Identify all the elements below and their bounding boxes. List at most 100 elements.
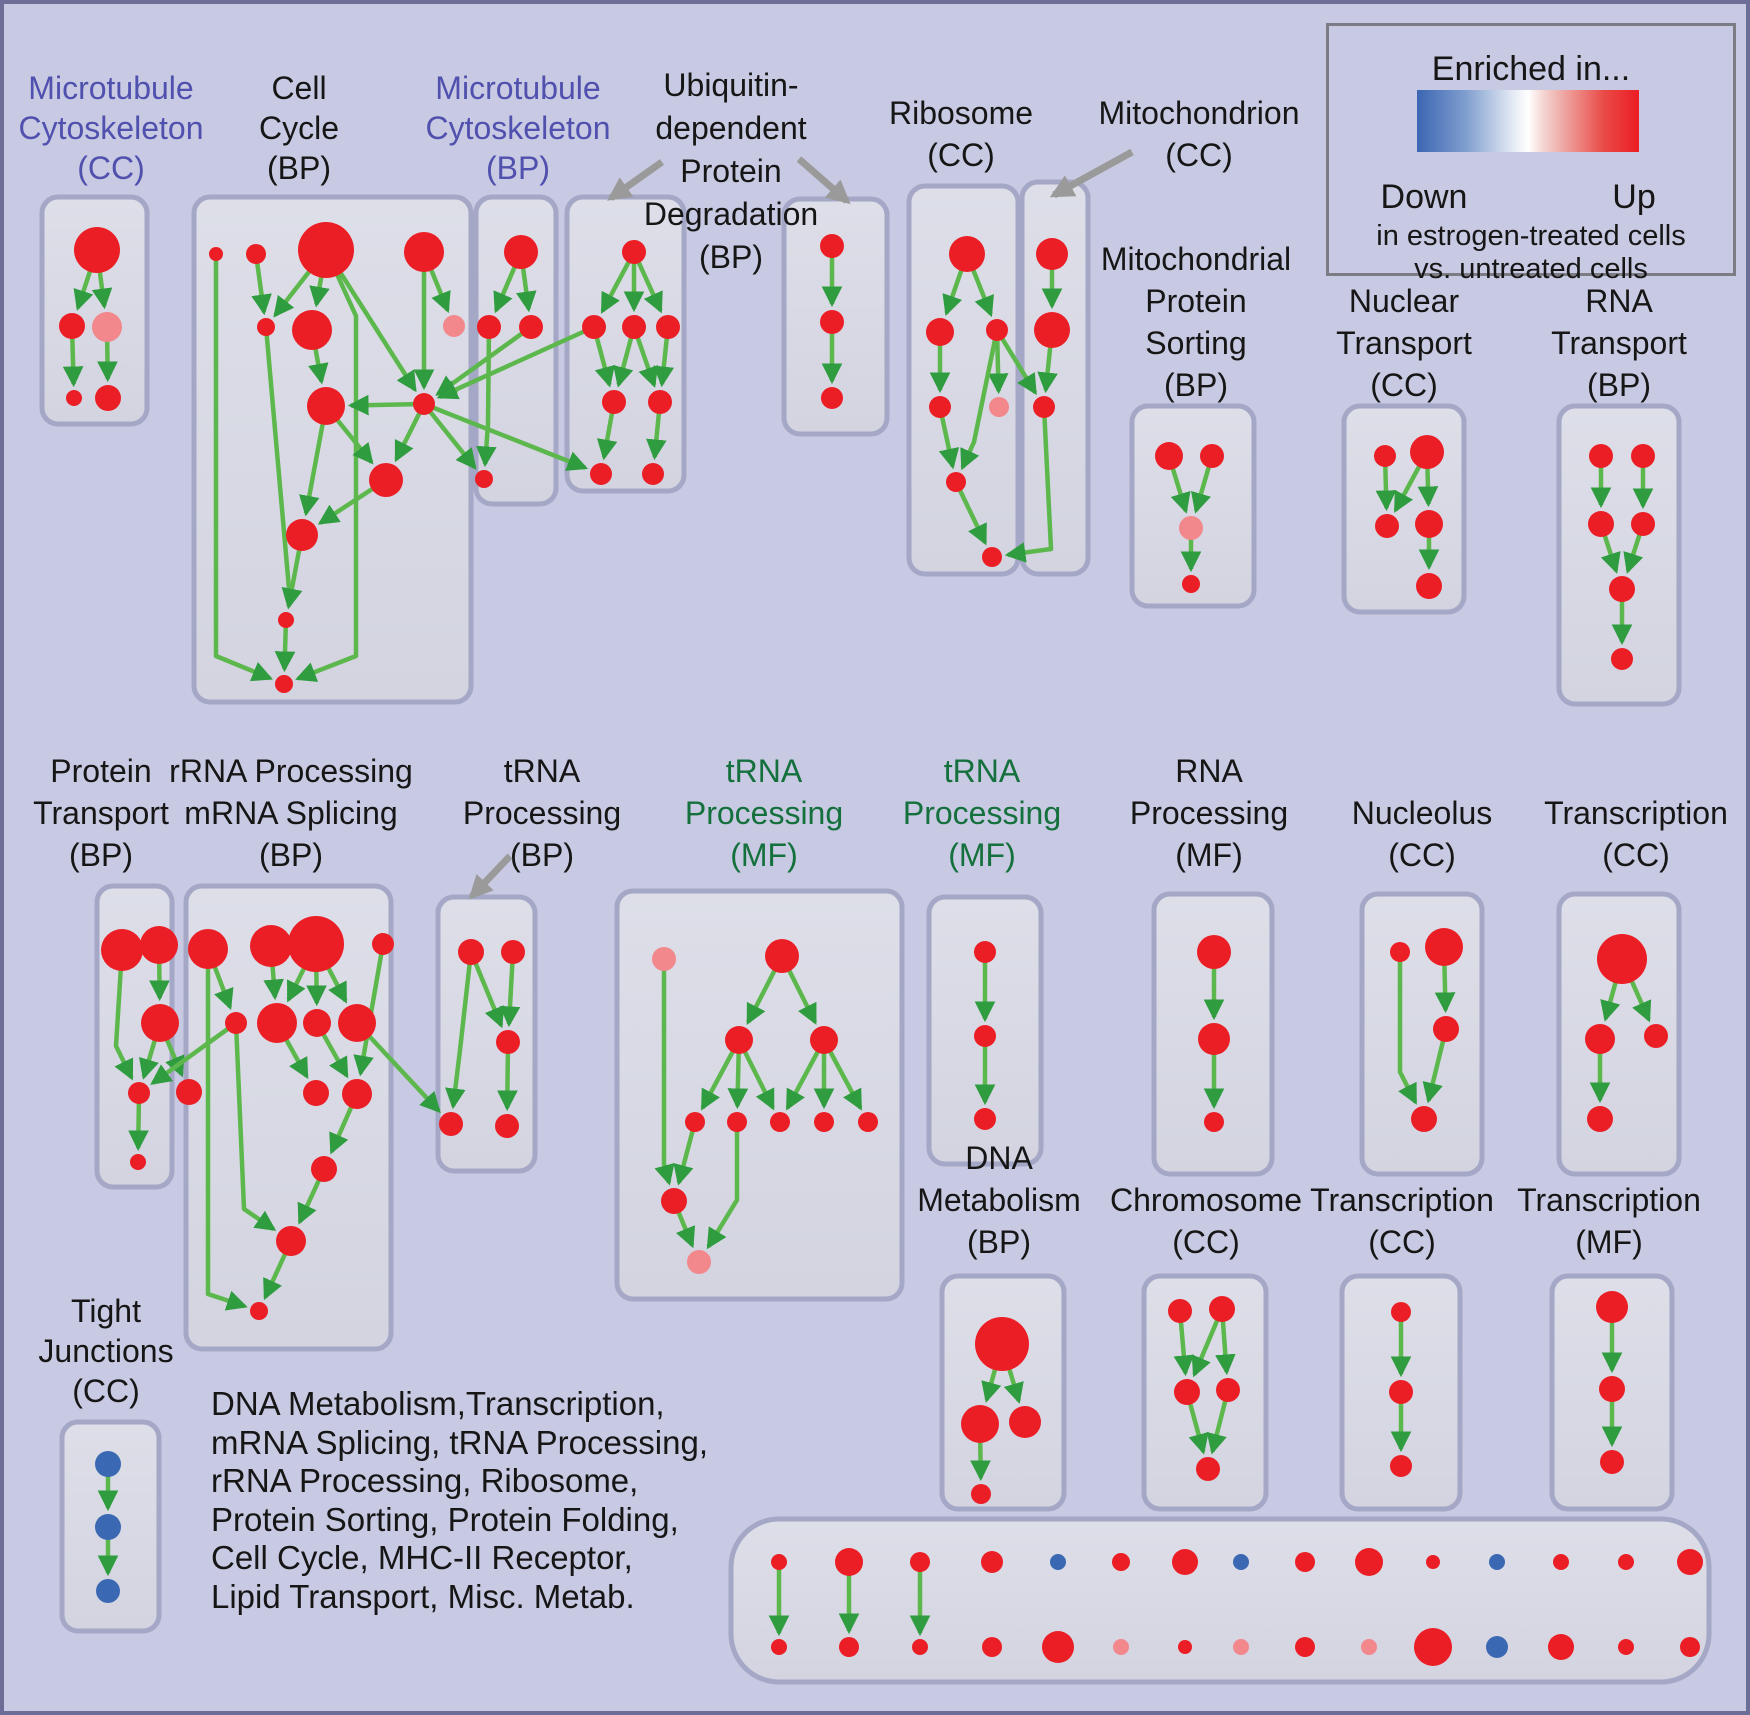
go-node-trna_mf_big-pkT <box>652 947 676 971</box>
go-node-cell_cycle-hub <box>413 393 435 415</box>
cluster-label-mt_cc: Microtubule Cytoskeleton (CC) <box>19 70 204 186</box>
go-node-nucleolus-ncL <box>1425 928 1463 966</box>
edge-trna_mf_big <box>654 959 675 1186</box>
edge-cell_cycle <box>295 249 359 682</box>
misc-text-line: Cell Cycle, MHC-II Receptor, <box>211 1539 633 1576</box>
go-node-trna_mf_small-k1 <box>974 941 996 963</box>
go-node-nuclear_transport-mr <box>1415 510 1443 538</box>
go-node-misc_strip-z2 <box>839 1637 859 1657</box>
go-node-protein_transport-pt1 <box>101 929 143 971</box>
cluster-label-trans_cc2: Transcription (CC) <box>1544 795 1728 873</box>
go-node-ub_left-u3 <box>622 315 646 339</box>
go-node-rrna-rrB <box>250 925 292 967</box>
legend-subtitle-2: vs. untreated cells <box>1414 253 1648 285</box>
cluster-label-rna_transport: RNA Transport (BP) <box>1551 283 1687 403</box>
go-node-dna_met-d3 <box>1009 1406 1041 1438</box>
edge-nucleolus <box>1397 952 1418 1105</box>
go-node-ribosome-r5 <box>989 397 1009 417</box>
go-node-rrna-rrK <box>176 1079 202 1105</box>
misc-category-text: DNA Metabolism,Transcription, mRNA Splic… <box>211 1385 708 1616</box>
legend-up-label: Up <box>1612 178 1656 216</box>
go-node-misc_strip-z12 <box>1486 1636 1508 1658</box>
go-node-misc_strip-a12 <box>1489 1554 1505 1570</box>
go-node-dna_met-d2 <box>961 1405 999 1443</box>
go-node-misc_strip-a9 <box>1295 1552 1315 1572</box>
cross-edge <box>150 1021 238 1085</box>
cluster-label-protein_transport: Protein Transport (BP) <box>33 753 169 873</box>
cluster-label-mps: Mitochondrial Protein Sorting (BP) <box>1101 241 1291 403</box>
cluster-label-rnap_mf: RNA Processing (MF) <box>1130 753 1288 873</box>
go-node-misc_strip-z4 <box>982 1637 1002 1657</box>
edge-trna_bp <box>499 951 521 1028</box>
go-node-ribosome-r7 <box>946 472 966 492</box>
cross-edge <box>422 402 477 470</box>
go-node-cell_cycle-bot <box>275 675 293 693</box>
go-node-rnap_mf-v1 <box>1197 935 1231 969</box>
cross-edge <box>1004 406 1054 563</box>
go-node-mt_cc-D <box>66 390 82 406</box>
go-node-rrna-rrG <box>303 1009 331 1037</box>
go-node-chromosome-c5 <box>1196 1457 1220 1481</box>
go-node-chromosome-c3 <box>1174 1379 1200 1405</box>
go-node-misc_strip-a4 <box>981 1551 1003 1573</box>
go-node-cell_cycle-s4 <box>278 612 294 628</box>
edge-trna_mf_big <box>673 1121 698 1186</box>
cluster-box-trans_cc2 <box>1556 891 1682 1177</box>
cluster-box-dna_met <box>939 1273 1067 1512</box>
go-node-cell_cycle-m2 <box>292 310 332 350</box>
go-node-tight_junctions-j3 <box>96 1579 120 1603</box>
cluster-label-mt_bp: Microtubule Cytoskeleton (BP) <box>426 70 611 186</box>
go-node-cell_cycle-t3 <box>298 222 354 278</box>
label-pointer-arrow <box>1049 148 1134 199</box>
go-node-misc_strip-z10 <box>1361 1639 1377 1655</box>
cluster-label-rrna: rRNA Processing mRNA Splicing (BP) <box>169 753 413 873</box>
go-node-mito-x2 <box>1034 312 1070 348</box>
go-node-misc_strip-a14 <box>1618 1554 1634 1570</box>
cluster-label-trans_mf: Transcription (MF) <box>1517 1182 1701 1260</box>
go-node-cell_cycle-m3 <box>286 519 318 551</box>
misc-text-line: rRNA Processing, Ribosome, <box>211 1462 639 1499</box>
go-node-chromosome-c4 <box>1216 1378 1240 1402</box>
cross-edge <box>355 1021 441 1114</box>
go-node-rrna-rrI <box>303 1080 329 1106</box>
go-node-trans_cc2-g2 <box>1585 1024 1615 1054</box>
go-node-misc_strip-z7 <box>1178 1640 1192 1654</box>
go-node-misc_strip-a3 <box>910 1552 930 1572</box>
cluster-label-trans_cc3: Transcription (CC) <box>1310 1182 1494 1260</box>
go-node-ub_right-w3 <box>821 387 843 409</box>
go-node-mt_cc-C <box>92 312 122 342</box>
go-node-misc_strip-a13 <box>1553 1554 1569 1570</box>
edge-ribosome <box>953 481 988 546</box>
legend-title: Enriched in... <box>1431 50 1631 88</box>
go-node-mito-x1 <box>1036 238 1068 270</box>
go-node-rrna-rrD <box>372 933 394 955</box>
cluster-box-chromosome <box>1141 1273 1269 1512</box>
go-node-mt_bp-mtC <box>475 470 493 488</box>
cluster-label-ub_left: Ubiquitin-dependent Protein Degradation (BP… <box>644 67 818 275</box>
go-node-misc_strip-z11 <box>1414 1628 1452 1666</box>
go-node-trna_mf_big-mR <box>810 1026 838 1054</box>
go-node-rnap_mf-v3 <box>1204 1112 1224 1132</box>
go-node-trna_mf_big-e4 <box>814 1112 834 1132</box>
go-node-misc_strip-z3 <box>912 1639 928 1655</box>
go-node-misc_strip-z13 <box>1548 1634 1574 1660</box>
go-node-trans_cc2-g1 <box>1597 934 1647 984</box>
go-node-trna_mf_big-low <box>661 1188 687 1214</box>
go-node-trna_mf_big-big <box>765 939 799 973</box>
cluster-box-mt_bp <box>473 194 559 507</box>
go-node-misc_strip-a1 <box>771 1554 787 1570</box>
go-node-rrna-rrM <box>276 1226 306 1256</box>
go-node-mps-pb <box>1182 575 1200 593</box>
go-node-misc_strip-z15 <box>1680 1637 1700 1657</box>
go-node-mps-pm <box>1179 516 1203 540</box>
go-node-trna_bp-tb3 <box>496 1030 520 1054</box>
go-node-cell_cycle-t1 <box>209 247 223 261</box>
go-node-ribosome-r2 <box>926 318 954 346</box>
cluster-box-misc_strip <box>728 1516 1712 1685</box>
go-node-ub_left-u6 <box>648 390 672 414</box>
go-node-misc_strip-a6 <box>1112 1553 1130 1571</box>
go-node-trna_mf_big-pkB <box>687 1250 711 1274</box>
edge-rrna <box>233 1022 277 1232</box>
cross-edge <box>995 328 1038 396</box>
label-pointer-arrow <box>796 156 851 205</box>
